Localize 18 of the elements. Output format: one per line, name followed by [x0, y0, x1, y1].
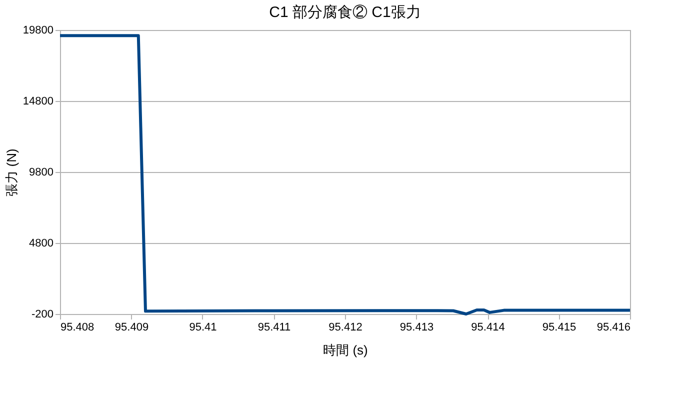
chart-title: C1 部分腐食② C1張力	[269, 4, 421, 21]
y-axis-title: 張力 (N)	[4, 148, 19, 196]
x-tick-label: 95.413	[400, 322, 434, 334]
y-tick-label: -200	[31, 308, 54, 320]
x-tick-label: 95.41	[189, 322, 217, 334]
x-axis-title: 時間 (s)	[323, 342, 368, 358]
x-tick-label: 95.408	[60, 322, 94, 334]
line-series	[58, 34, 632, 316]
x-tick-label: 95.412	[328, 322, 362, 334]
x-tick-label: 95.415	[542, 322, 576, 334]
y-tick-label: 19800	[22, 24, 54, 36]
y-tick-label: 9800	[29, 166, 54, 178]
y-tick-label: 4800	[29, 238, 54, 250]
x-tick-label: 95.414	[471, 322, 505, 334]
x-tick-label: 95.411	[258, 322, 291, 334]
y-tick-label: 14800	[22, 96, 54, 108]
x-tick-label: 95.409	[114, 322, 149, 334]
x-tick-label: 95.416	[596, 322, 630, 334]
